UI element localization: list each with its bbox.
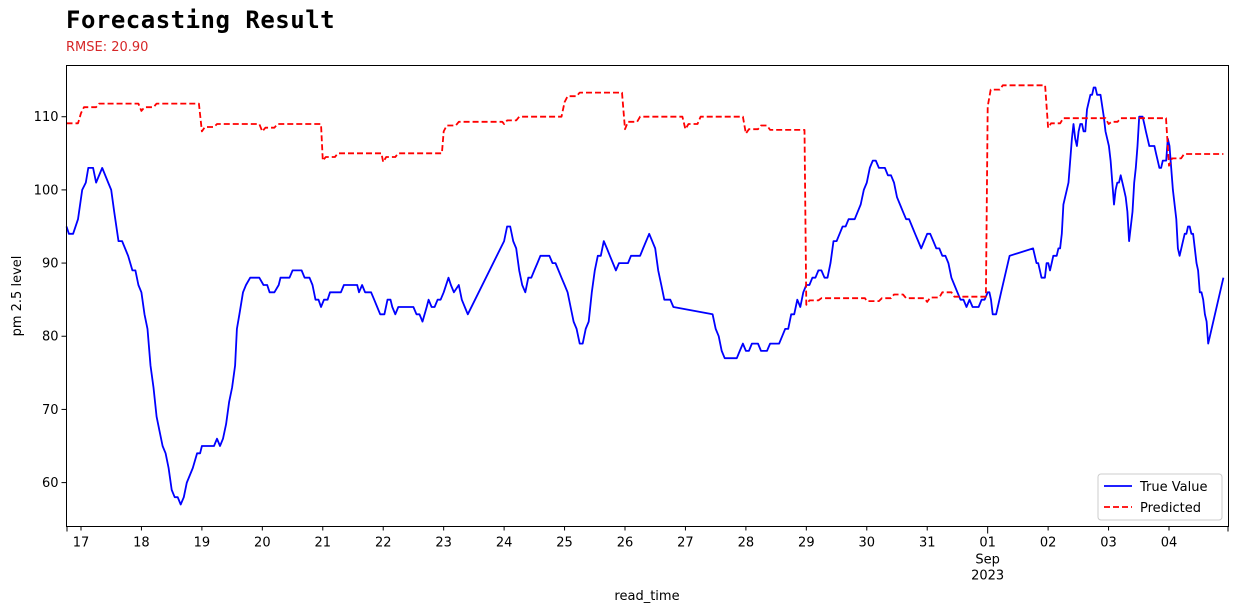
x-axis-label: read_time [614,589,679,604]
x-tick-label: 02 [1040,536,1057,551]
y-tick-label: 70 [42,403,59,418]
x-tick-label: 21 [315,536,332,551]
x-tick-label: 24 [496,536,513,551]
chart-subtitle: RMSE: 20.90 [66,40,149,55]
x-tick-label: 30 [859,536,876,551]
x-tick-label: 17 [73,536,90,551]
x-tick-label: 25 [556,536,573,551]
plot-frame [66,65,1229,527]
legend-predicted-label: Predicted [1140,501,1201,516]
x-tick-sublabel: 2023 [971,569,1004,584]
x-tick-label: 22 [375,536,392,551]
y-tick-label: 100 [34,183,59,198]
legend: True Value Predicted [1097,473,1223,521]
x-tick-sublabel: Sep [975,553,1000,568]
x-tick-label: 03 [1100,536,1117,551]
y-tick-label: 60 [42,476,59,491]
x-tick-label: 19 [194,536,211,551]
y-axis: 60 70 80 90 100 110 [34,110,67,491]
x-tick-label: 23 [435,536,452,551]
chart-title: Forecasting Result [66,6,336,34]
x-tick-label: 31 [919,536,936,551]
x-tick-label: 04 [1161,536,1178,551]
series-line-predicted [66,84,1224,306]
x-tick-label: 20 [254,536,271,551]
y-tick-label: 90 [42,257,59,272]
x-tick-label: 18 [133,536,150,551]
x-tick-label: 26 [617,536,634,551]
plot-layer [65,84,1225,506]
x-tick-label: 01 [979,536,996,551]
y-axis-label: pm 2.5 level [10,256,25,337]
series-line-true-value [65,86,1225,506]
x-tick-label: 29 [798,536,815,551]
y-tick-label: 110 [34,110,59,125]
y-tick-label: 80 [42,330,59,345]
x-tick-label: 27 [677,536,694,551]
legend-true-value-label: True Value [1139,480,1207,495]
x-tick-label: 28 [738,536,755,551]
